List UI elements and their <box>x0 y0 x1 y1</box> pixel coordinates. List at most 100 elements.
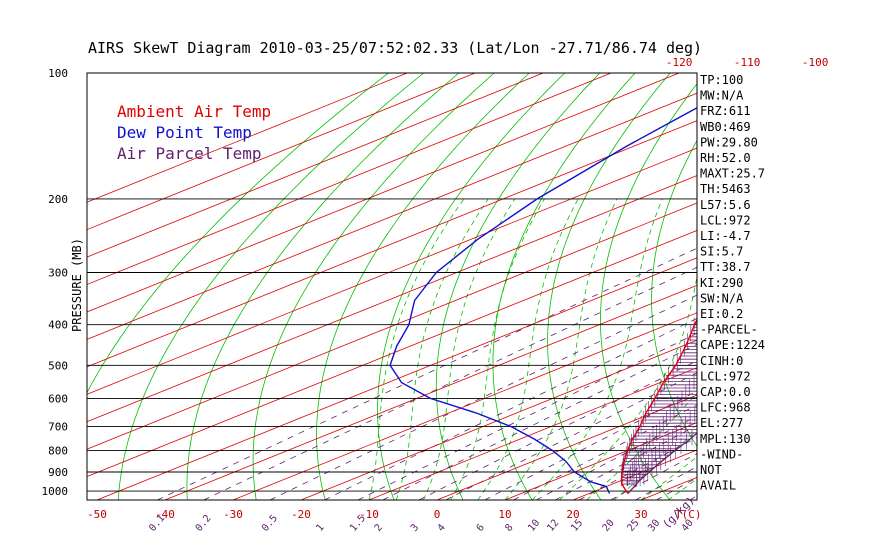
stats-line: AVAIL <box>700 479 736 493</box>
moist-adiabat <box>586 392 697 500</box>
isotherm <box>300 339 697 500</box>
stats-line: EL:277 <box>700 416 743 430</box>
isotherm <box>368 367 697 500</box>
legend-dewpoint: Dew Point Temp <box>117 123 252 142</box>
dry-adiabat <box>651 139 697 448</box>
dry-adiabat <box>492 73 636 500</box>
stats-line: LFC:968 <box>700 401 751 415</box>
isotherm <box>87 175 697 423</box>
pressure-tick-labels: 100 200 300 400 500 600 700 800 900 1000 <box>42 67 69 498</box>
stats-line: NOT <box>700 463 722 477</box>
mixing-ratio-tick-label: 2 <box>373 522 385 534</box>
mixing-ratio-tick-label: 12 <box>545 518 561 534</box>
stats-line: MW:N/A <box>700 89 744 103</box>
mixing-ratio-tick-label: 0.2 <box>194 513 214 534</box>
moist-adiabat <box>395 198 489 500</box>
isotherm <box>87 147 697 395</box>
stats-line: RH:52.0 <box>700 151 751 165</box>
mixing-ratio-line <box>203 266 697 500</box>
pressure-tick-label: 100 <box>48 67 68 80</box>
mixing-ratio-tick-label: 20 <box>601 518 617 534</box>
stats-line: MAXT:25.7 <box>700 167 765 181</box>
mixing-ratio-line <box>324 317 697 500</box>
bottom-temp-tick-label: -20 <box>291 508 311 521</box>
dry-adiabat <box>316 73 530 500</box>
stats-line: TT:38.7 <box>700 260 751 274</box>
legend: Ambient Air Temp Dew Point Temp Air Parc… <box>117 102 271 163</box>
mixing-ratio-line <box>157 247 697 500</box>
pressure-tick-label: 200 <box>48 193 68 206</box>
top-temp-tick-label: -100 <box>802 56 829 69</box>
dry-adiabat <box>547 73 671 500</box>
mixing-ratio-line <box>269 294 697 500</box>
y-axis-label: PRESSURE (MB) <box>70 238 84 332</box>
mixing-ratio-line <box>445 372 697 500</box>
isotherm <box>87 73 680 313</box>
dry-adiabat <box>377 73 565 500</box>
bottom-temp-tick-label: 0 <box>434 508 441 521</box>
stats-line: TH:5463 <box>700 182 751 196</box>
dry-adiabat <box>117 73 424 500</box>
stats-line: MPL:130 <box>700 432 751 446</box>
stats-line: LCL:972 <box>700 369 751 383</box>
pressure-tick-label: 500 <box>48 359 68 372</box>
stats-line: SI:5.7 <box>700 245 743 259</box>
moist-adiabat <box>477 198 579 500</box>
isotherm <box>777 73 870 500</box>
stats-line: CAP:0.0 <box>700 385 751 399</box>
isotherm-grid <box>87 73 870 500</box>
stats-line: WB0:469 <box>700 120 751 134</box>
x-axis-label: T(C) <box>675 508 702 521</box>
mixing-ratio-tick-label: 6 <box>475 522 487 534</box>
stats-line: CAPE:1224 <box>700 338 765 352</box>
dry-adiabat <box>435 73 601 500</box>
mixing-ratio-line <box>484 390 697 500</box>
dry-adiabat <box>600 83 697 500</box>
mixing-ratio-tick-label: 4 <box>436 522 448 534</box>
mixing-ratio-tick-label: 3 <box>409 522 421 534</box>
pressure-tick-label: 1000 <box>42 485 69 498</box>
bottom-temp-tick-label: -40 <box>155 508 175 521</box>
isotherm <box>87 120 697 368</box>
series-line-ambient <box>620 318 697 494</box>
bottom-temp-tick-label: -50 <box>87 508 107 521</box>
dry-adiabat <box>252 73 495 500</box>
isotherm <box>436 394 697 500</box>
isotherm <box>87 73 544 258</box>
mixing-ratio-line <box>357 332 697 500</box>
moist-adiabat <box>450 198 545 500</box>
series-line-dewpoint <box>389 106 697 494</box>
series-line-parcel <box>627 432 697 494</box>
mixing-ratio-line <box>418 360 697 500</box>
dry-adiabat <box>749 73 870 500</box>
isotherm <box>164 284 697 500</box>
top-temp-tick-labels: -120-110-100-90-80-70-60-50-40 <box>666 56 829 69</box>
mixing-ratio-tick-label: 0.5 <box>260 513 280 534</box>
mixing-ratio-tick-label: 8 <box>503 522 515 534</box>
stats-line: -WIND- <box>700 447 743 461</box>
pressure-tick-label: 600 <box>48 392 68 405</box>
plot-frame <box>86 72 698 501</box>
series-layer <box>389 106 697 494</box>
stats-line: FRZ:611 <box>700 104 751 118</box>
isotherm <box>87 73 476 231</box>
isotherm <box>96 257 697 500</box>
legend-parcel: Air Parcel Temp <box>117 144 262 163</box>
moist-adiabat-grid <box>368 198 697 500</box>
stats-line: LI:-4.7 <box>700 229 751 243</box>
dry-adiabat <box>186 73 460 500</box>
stats-line: L57:5.6 <box>700 198 751 212</box>
stats-line: SW:N/A <box>700 291 744 305</box>
top-temp-tick-label: -110 <box>734 56 761 69</box>
isotherm <box>87 202 697 450</box>
bottom-temp-tick-label: 20 <box>566 508 579 521</box>
bottom-temp-tick-labels: -50 -40 -30 -20 -10 0 10 20 30 <box>87 508 648 521</box>
moist-adiabat <box>667 478 697 500</box>
dry-adiabat <box>796 73 870 500</box>
stats-line: -PARCEL- <box>700 323 758 337</box>
stats-line: LCL:972 <box>700 213 751 227</box>
stats-line: EI:0.2 <box>700 307 743 321</box>
isotherm <box>504 422 697 500</box>
moist-adiabat <box>531 198 663 500</box>
